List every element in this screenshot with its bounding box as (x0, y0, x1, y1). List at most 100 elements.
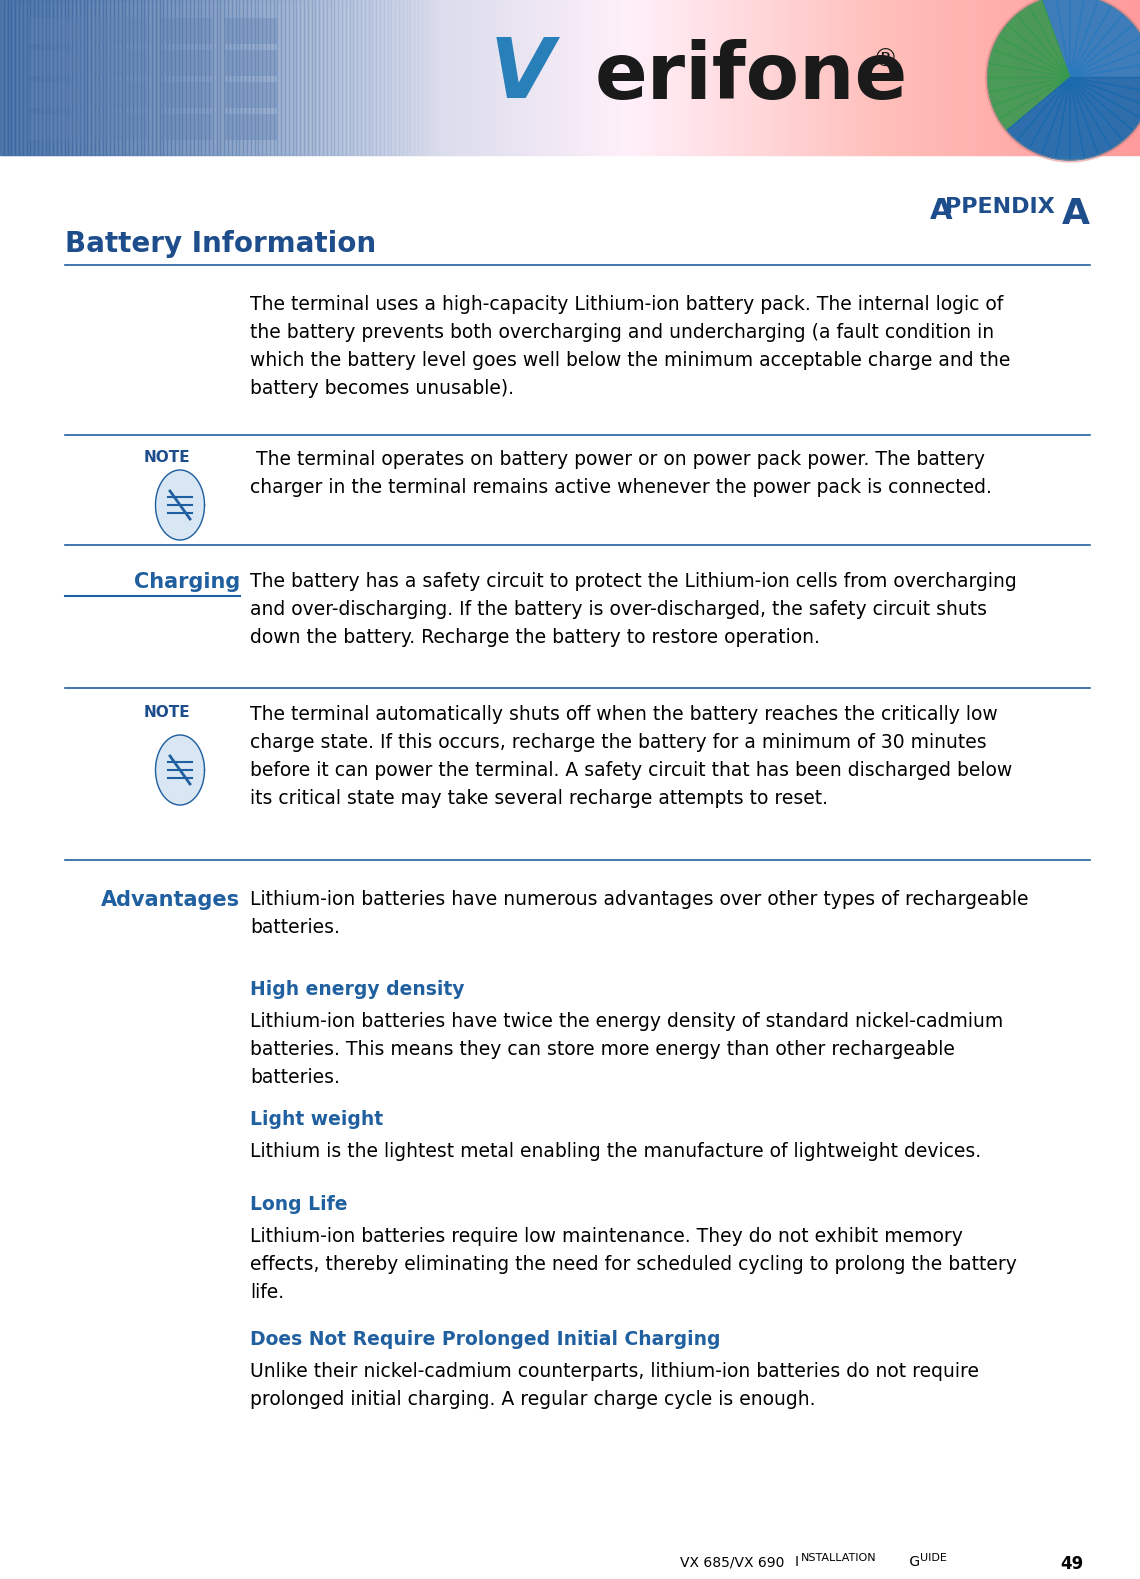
Bar (479, 0, 482, 155)
Bar (30, 114, 82, 141)
Bar (259, 0, 262, 155)
Bar (42, 0, 46, 155)
Bar (855, 0, 858, 155)
Bar (114, 0, 117, 155)
Bar (608, 0, 612, 155)
Bar (464, 0, 467, 155)
Bar (231, 0, 236, 155)
Wedge shape (999, 77, 1070, 131)
Bar (840, 0, 844, 155)
Bar (38, 0, 42, 155)
Bar (209, 0, 213, 155)
Wedge shape (1070, 14, 1133, 77)
Bar (137, 0, 140, 155)
Bar (236, 0, 239, 155)
Bar (88, 0, 91, 155)
Bar (448, 0, 453, 155)
Bar (422, 0, 425, 155)
Bar (171, 0, 174, 155)
Circle shape (985, 0, 1140, 163)
Bar (445, 0, 448, 155)
Bar (103, 0, 106, 155)
Bar (1083, 0, 1086, 155)
Bar (995, 0, 1000, 155)
Text: The terminal automatically shuts off when the battery reaches the critically low: The terminal automatically shuts off whe… (250, 704, 1012, 808)
Wedge shape (1070, 36, 1140, 77)
Bar (502, 0, 505, 155)
Bar (866, 0, 870, 155)
Bar (642, 0, 646, 155)
Wedge shape (993, 36, 1070, 77)
Text: I: I (795, 1555, 799, 1570)
Bar (190, 0, 194, 155)
Bar (163, 0, 168, 155)
Wedge shape (1070, 63, 1140, 77)
Bar (345, 0, 350, 155)
Bar (327, 0, 331, 155)
Bar (57, 0, 60, 155)
Bar (357, 0, 361, 155)
Bar (467, 0, 471, 155)
Bar (1137, 0, 1140, 155)
Bar (15, 0, 19, 155)
Bar (881, 0, 886, 155)
Bar (414, 0, 418, 155)
Bar (323, 0, 327, 155)
Bar (396, 0, 399, 155)
Text: NOTE: NOTE (144, 704, 190, 720)
Text: Battery Information: Battery Information (65, 231, 376, 257)
Bar (1132, 0, 1137, 155)
Bar (213, 0, 217, 155)
Bar (958, 0, 961, 155)
Bar (767, 0, 772, 155)
Bar (972, 0, 977, 155)
Bar (368, 0, 373, 155)
Bar (282, 0, 285, 155)
Bar (225, 82, 277, 107)
Bar (1068, 0, 1072, 155)
Bar (1034, 0, 1037, 155)
Bar (80, 0, 83, 155)
Bar (304, 0, 308, 155)
Bar (76, 0, 80, 155)
Bar (83, 0, 88, 155)
Bar (692, 0, 695, 155)
Bar (482, 0, 487, 155)
Bar (425, 0, 430, 155)
Bar (117, 0, 122, 155)
Bar (111, 0, 114, 155)
Bar (339, 0, 342, 155)
Bar (220, 0, 225, 155)
Bar (380, 0, 384, 155)
Bar (182, 0, 186, 155)
Bar (870, 0, 874, 155)
Bar (277, 0, 282, 155)
Bar (521, 0, 524, 155)
Bar (247, 0, 251, 155)
Bar (418, 0, 422, 155)
Bar (239, 0, 243, 155)
Bar (733, 0, 738, 155)
Bar (969, 0, 972, 155)
Bar (821, 0, 824, 155)
Bar (174, 0, 179, 155)
Bar (140, 0, 145, 155)
Bar (38, 0, 42, 155)
Bar (695, 0, 699, 155)
Wedge shape (1070, 6, 1123, 77)
Bar (285, 0, 288, 155)
Bar (992, 0, 995, 155)
Bar (551, 0, 555, 155)
Bar (954, 0, 958, 155)
Bar (407, 0, 410, 155)
Bar (1094, 0, 1098, 155)
Bar (1098, 0, 1102, 155)
Wedge shape (1070, 77, 1112, 155)
Bar (160, 0, 163, 155)
Bar (779, 0, 783, 155)
Bar (920, 0, 923, 155)
Wedge shape (987, 77, 1070, 92)
Wedge shape (1017, 6, 1070, 77)
Bar (547, 0, 551, 155)
Bar (129, 0, 133, 155)
